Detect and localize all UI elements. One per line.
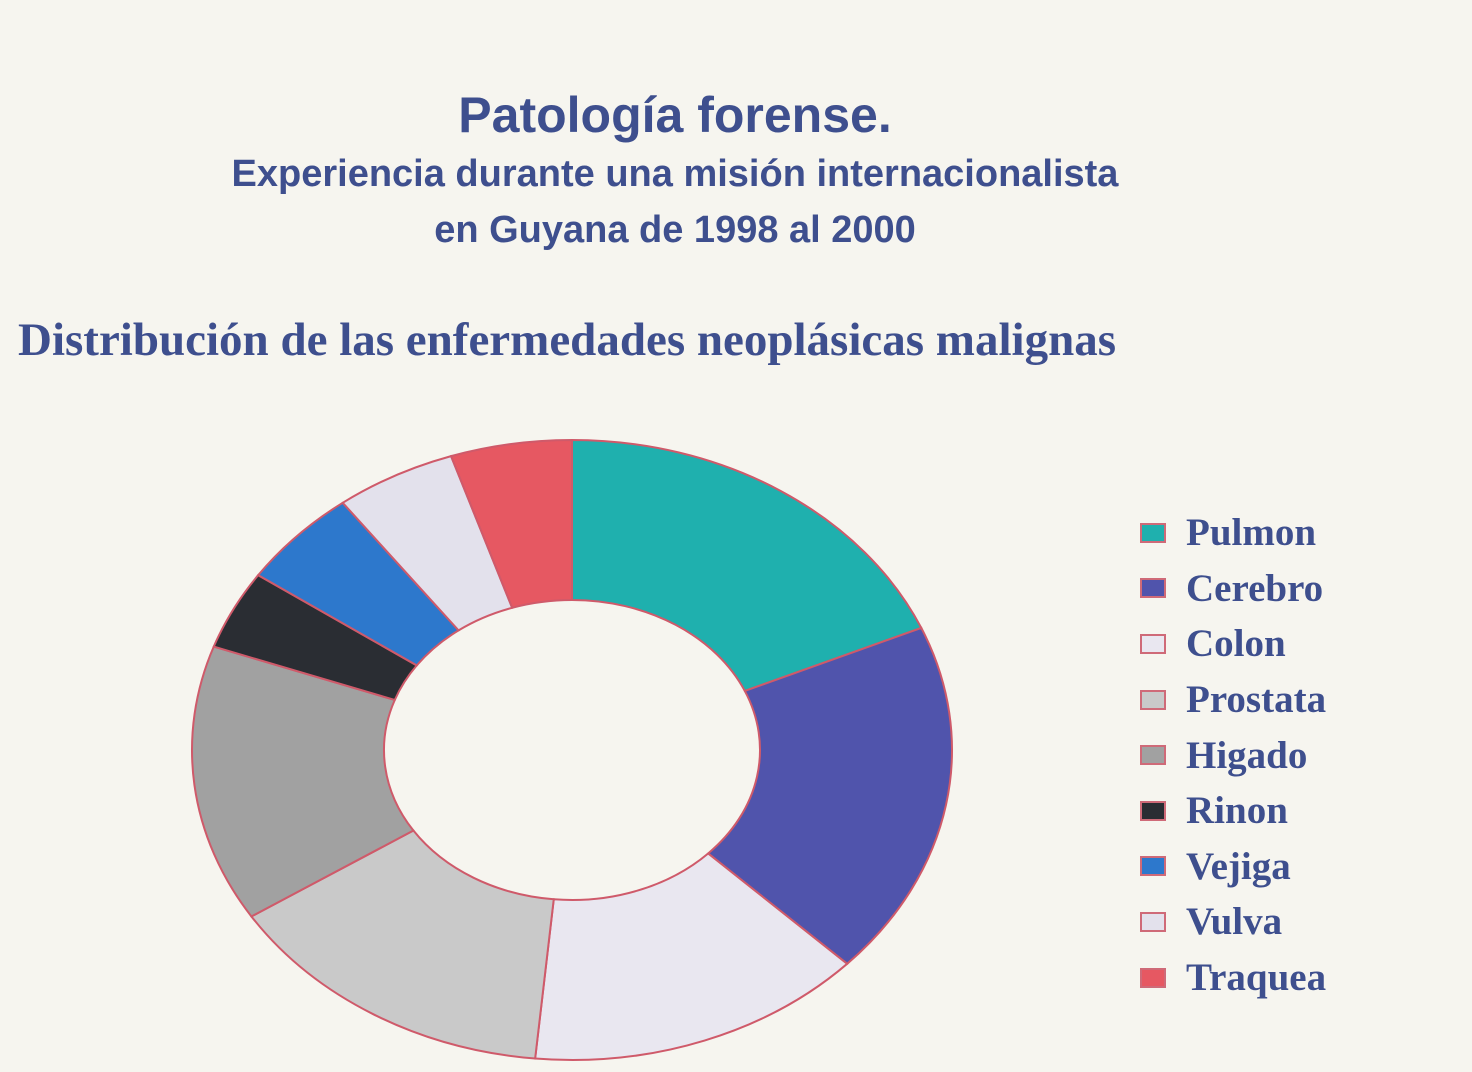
legend-label: Prostata	[1186, 678, 1327, 722]
page-subtitle-line1: Experiencia durante una misión internaci…	[231, 153, 1119, 195]
legend-label: Higado	[1186, 733, 1308, 777]
legend-label: Cerebro	[1186, 566, 1324, 610]
legend-swatch	[1140, 633, 1166, 654]
legend-label: Vulva	[1186, 900, 1283, 944]
legend-label: Traquea	[1186, 956, 1327, 1000]
donut-slice-prostata	[249, 829, 555, 1060]
legend-swatch	[1140, 800, 1166, 821]
legend-label: Vejiga	[1186, 844, 1291, 888]
title-block: Patología forense. Experiencia durante u…	[0, 84, 1350, 258]
legend-item-vulva: Vulva	[1140, 894, 1326, 950]
legend-swatch	[1140, 522, 1166, 543]
legend-label: Rinon	[1186, 789, 1288, 833]
donut-slice-traquea	[449, 438, 573, 609]
donut-slice-pulmon	[571, 438, 923, 693]
chart-legend: Pulmon Cerebro Colon Prostata Higado Rinon Vej…	[1140, 505, 1326, 1005]
legend-label: Pulmon	[1186, 511, 1317, 555]
legend-item-vejiga: Vejiga	[1140, 839, 1326, 895]
legend-swatch	[1140, 967, 1166, 988]
legend-item-higado: Higado	[1140, 727, 1326, 783]
legend-item-prostata: Prostata	[1140, 672, 1326, 728]
page-title: Patología forense.	[458, 87, 892, 143]
legend-swatch	[1140, 689, 1166, 710]
legend-item-traquea: Traquea	[1140, 950, 1326, 1006]
legend-swatch	[1140, 911, 1166, 932]
page-subtitle-line2: en Guyana de 1998 al 2000	[434, 209, 916, 251]
legend-swatch	[1140, 745, 1166, 766]
legend-item-pulmon: Pulmon	[1140, 505, 1326, 561]
legend-swatch	[1140, 856, 1166, 877]
donut-slice-colon	[534, 852, 849, 1061]
donut-slice-cerebro	[706, 626, 953, 966]
legend-item-colon: Colon	[1140, 616, 1326, 672]
legend-item-cerebro: Cerebro	[1140, 561, 1326, 617]
chart-title: Distribución de las enfermedades neoplás…	[18, 314, 1117, 366]
donut-slice-higado	[191, 645, 415, 918]
legend-item-rinon: Rinon	[1140, 783, 1326, 839]
legend-swatch	[1140, 578, 1166, 599]
legend-label: Colon	[1186, 622, 1286, 666]
